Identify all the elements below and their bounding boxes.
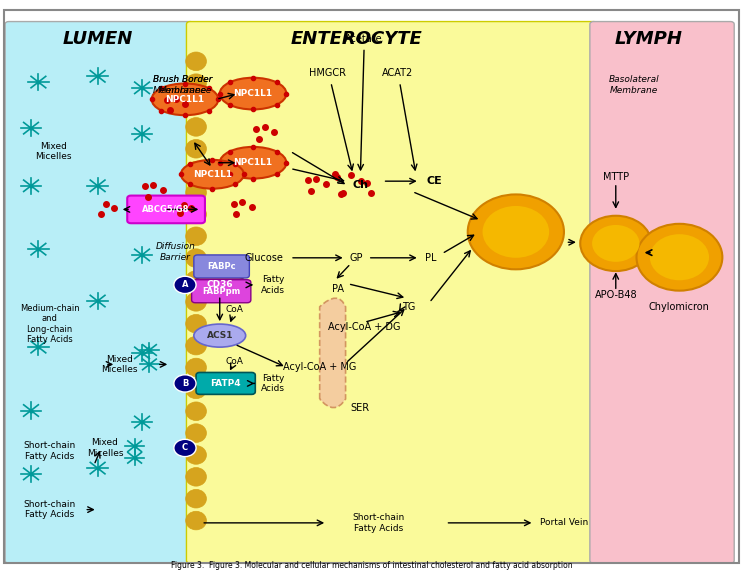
Text: NPC1L1: NPC1L1	[166, 95, 204, 104]
Circle shape	[637, 224, 722, 291]
Text: CE: CE	[426, 176, 442, 186]
Circle shape	[468, 195, 564, 269]
Text: Portal Vein: Portal Vein	[540, 518, 588, 527]
Text: Diffusion
Barrier: Diffusion Barrier	[155, 243, 195, 262]
Ellipse shape	[181, 160, 244, 189]
FancyBboxPatch shape	[186, 21, 597, 563]
Circle shape	[174, 375, 196, 392]
Ellipse shape	[192, 274, 247, 296]
Text: FABPpm: FABPpm	[202, 287, 240, 296]
Text: CD36: CD36	[207, 280, 233, 290]
Circle shape	[482, 206, 549, 258]
Ellipse shape	[186, 358, 207, 377]
Text: A: A	[182, 280, 188, 290]
Ellipse shape	[152, 83, 218, 115]
Ellipse shape	[220, 78, 286, 109]
Text: TG: TG	[402, 302, 415, 312]
Text: ABCG5/G8: ABCG5/G8	[142, 205, 189, 214]
Text: Mixed
Micelles: Mixed Micelles	[102, 355, 138, 374]
PathPatch shape	[319, 298, 345, 408]
Text: Fatty
Acids: Fatty Acids	[261, 275, 285, 295]
Text: LYMPH: LYMPH	[615, 30, 683, 48]
Text: Acetate: Acetate	[345, 34, 383, 44]
FancyBboxPatch shape	[127, 196, 205, 223]
FancyBboxPatch shape	[194, 255, 250, 278]
FancyBboxPatch shape	[590, 21, 734, 563]
Text: FATP4: FATP4	[210, 379, 241, 388]
Text: FABPc: FABPc	[207, 262, 236, 271]
Circle shape	[174, 439, 196, 457]
Ellipse shape	[186, 52, 207, 71]
Ellipse shape	[186, 271, 207, 290]
Text: Ch: Ch	[352, 179, 369, 190]
FancyBboxPatch shape	[192, 280, 251, 303]
Text: ACAT2: ACAT2	[382, 68, 413, 78]
FancyBboxPatch shape	[5, 21, 194, 563]
Circle shape	[592, 225, 640, 262]
Ellipse shape	[186, 336, 207, 355]
Text: Medium-chain
and
Long-chain
Fatty Acids: Medium-chain and Long-chain Fatty Acids	[20, 304, 80, 344]
Ellipse shape	[186, 249, 207, 267]
Text: Short-chain
Fatty Acids: Short-chain Fatty Acids	[23, 500, 76, 519]
Text: NPC1L1: NPC1L1	[192, 170, 232, 179]
Text: Glucose: Glucose	[244, 253, 284, 263]
Text: Fatty
Acids: Fatty Acids	[261, 373, 285, 393]
Text: CoA: CoA	[226, 357, 244, 366]
Ellipse shape	[186, 183, 207, 202]
Circle shape	[174, 276, 196, 294]
Ellipse shape	[186, 489, 207, 508]
Text: Mixed
Micelles: Mixed Micelles	[87, 438, 123, 457]
Ellipse shape	[220, 147, 286, 178]
Ellipse shape	[186, 205, 207, 223]
Text: C: C	[182, 444, 188, 452]
Ellipse shape	[186, 314, 207, 333]
Ellipse shape	[186, 162, 207, 180]
Text: LUMEN: LUMEN	[62, 30, 133, 48]
Text: APO-B48: APO-B48	[594, 290, 637, 301]
Ellipse shape	[186, 140, 207, 158]
Text: Short-chain
Fatty Acids: Short-chain Fatty Acids	[23, 441, 76, 460]
Ellipse shape	[186, 511, 207, 530]
Text: PL: PL	[425, 253, 436, 263]
Ellipse shape	[186, 74, 207, 93]
Circle shape	[650, 234, 709, 280]
Text: Mixed
Micelles: Mixed Micelles	[35, 141, 71, 161]
Ellipse shape	[186, 96, 207, 114]
Text: Figure 3.  Figure 3. Molecular and cellular mechanisms of intestinal cholesterol: Figure 3. Figure 3. Molecular and cellul…	[171, 561, 572, 570]
Ellipse shape	[186, 227, 207, 245]
Text: B: B	[182, 379, 188, 388]
Text: PA: PA	[332, 284, 344, 295]
Text: ACS1: ACS1	[207, 331, 233, 340]
Text: Acyl-CoA + MG: Acyl-CoA + MG	[283, 362, 357, 372]
FancyBboxPatch shape	[196, 372, 256, 394]
Text: Acyl-CoA + DG: Acyl-CoA + DG	[328, 322, 400, 332]
Text: NPC1L1: NPC1L1	[233, 158, 273, 167]
Text: Brush Border
Membraneee: Brush Border Membraneee	[153, 75, 212, 94]
Ellipse shape	[186, 402, 207, 420]
Text: CoA: CoA	[226, 305, 244, 314]
Text: SER: SER	[351, 402, 370, 413]
Circle shape	[580, 216, 652, 271]
Ellipse shape	[186, 118, 207, 136]
Text: Basolateral
Membrane: Basolateral Membrane	[609, 75, 660, 94]
Ellipse shape	[186, 468, 207, 486]
Ellipse shape	[194, 324, 246, 347]
Text: MTTP: MTTP	[603, 172, 629, 182]
Text: HMGCR: HMGCR	[308, 68, 345, 78]
Text: NPC1L1: NPC1L1	[233, 89, 273, 98]
Ellipse shape	[186, 424, 207, 442]
Text: Chylomicron: Chylomicron	[649, 302, 710, 312]
Text: ENTEROCYTE: ENTEROCYTE	[291, 30, 423, 48]
Text: Brush Border
Membrane: Brush Border Membrane	[153, 75, 212, 94]
Text: Short-chain
Fatty Acids: Short-chain Fatty Acids	[353, 513, 405, 533]
Ellipse shape	[186, 446, 207, 464]
Text: GP: GP	[350, 253, 363, 263]
Ellipse shape	[186, 380, 207, 399]
Ellipse shape	[186, 292, 207, 311]
